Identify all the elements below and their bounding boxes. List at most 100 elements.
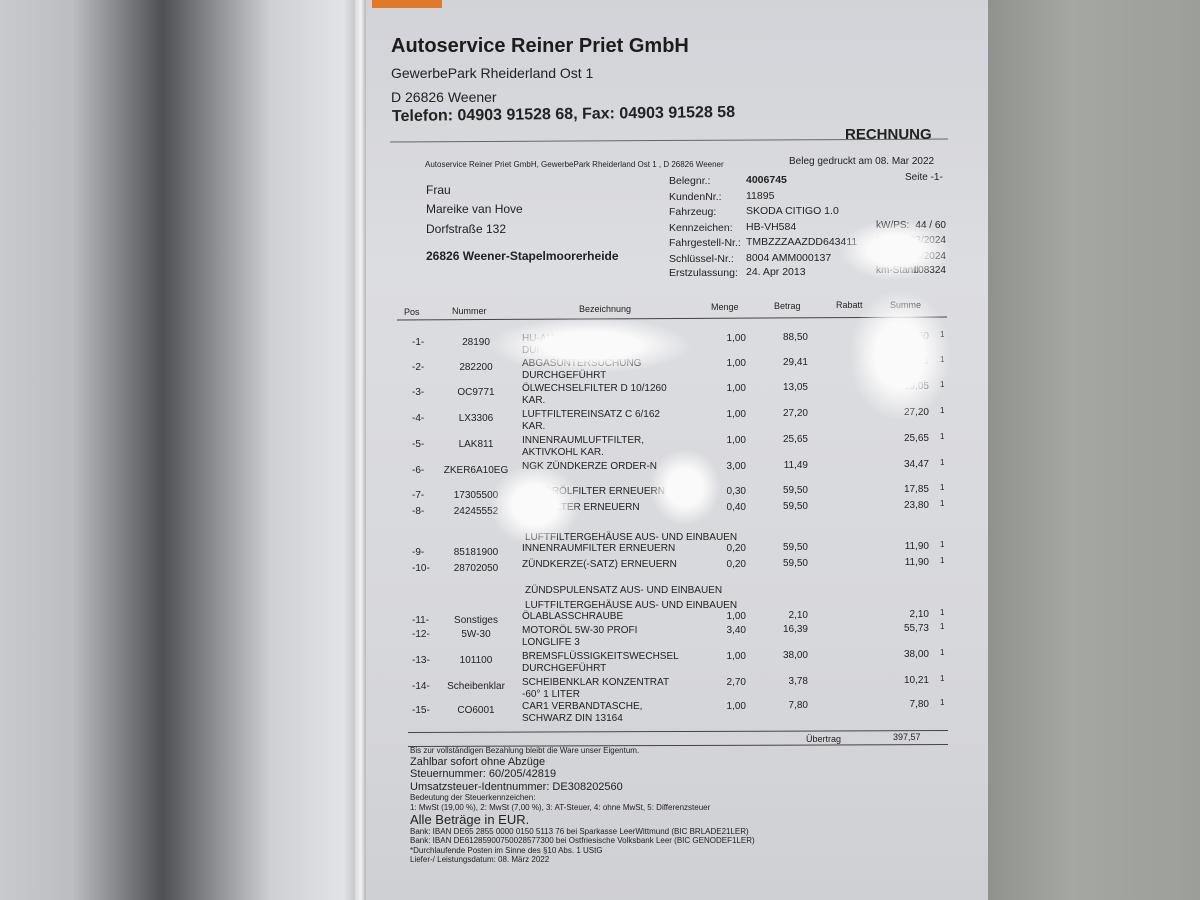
info-label: Fahrgestell-Nr.: — [669, 237, 741, 249]
col-nummer: Nummer — [452, 306, 487, 316]
item-quantity: 1,00 — [726, 701, 746, 712]
item-quantity: 1,00 — [726, 333, 746, 344]
item-description: -60° 1 LITER — [522, 689, 580, 700]
footer-line: Alle Beträge in EUR. — [410, 812, 530, 827]
item-number: 101100 — [459, 655, 493, 666]
item-number: ZKER6A10EG — [443, 465, 509, 476]
item-price: 88,50 — [782, 332, 808, 343]
carry-label: Übertrag — [806, 734, 842, 744]
item-tax-code: 1 — [940, 698, 945, 707]
company-city: D 26826 Weener — [391, 89, 497, 105]
item-total: 7,80 — [909, 699, 929, 710]
info-right-value: 03/2024 — [909, 235, 946, 246]
item-price: 11,49 — [783, 460, 808, 471]
item-total: 29,41 — [903, 356, 929, 367]
info-value: 11895 — [746, 190, 775, 202]
info-label: Schlüssel-Nr.: — [669, 253, 734, 265]
item-price: 2,10 — [788, 610, 808, 621]
item-total: 10,21 — [903, 675, 929, 686]
item-description: KAR. — [522, 421, 546, 432]
item-description: ABGASUNTERSUCHUNG — [522, 358, 642, 369]
recipient-street: Dorfstraße 132 — [426, 222, 507, 236]
info-value: 8004 AMM000137 — [746, 252, 832, 264]
item-pos: -1- — [412, 337, 425, 348]
item-total: 11,90 — [904, 541, 929, 552]
info-value: HB-VH584 — [746, 221, 797, 233]
sender-line: Autoservice Reiner Priet GmbH, GewerbePa… — [425, 160, 724, 169]
item-description: DURCHGEFÜHRT — [522, 345, 607, 356]
carry-value: 397,57 — [893, 732, 921, 742]
item-number: LX3306 — [458, 413, 494, 424]
item-tax-code: 1 — [940, 648, 945, 657]
info-right-label: HU — [876, 235, 891, 246]
footer-line: *Durchlaufende Posten im Sinne des §10 A… — [410, 845, 603, 855]
item-price: 59,50 — [782, 485, 808, 496]
item-pos: -14- — [412, 681, 430, 692]
col-pos: Pos — [404, 307, 420, 317]
item-quantity: 1,00 — [726, 611, 746, 622]
background-surface — [985, 0, 1200, 900]
item-total: 27,20 — [903, 407, 929, 418]
item-pos: -13- — [412, 655, 430, 666]
info-label: KundenNr.: — [669, 191, 722, 203]
document-type: RECHNUNG — [845, 126, 932, 143]
item-total: 2,10 — [909, 609, 929, 620]
item-pos: -15- — [412, 705, 430, 716]
item-number: CO6001 — [457, 705, 495, 716]
col-betrag: Betrag — [774, 301, 801, 311]
item-description: LONGLIFE 3 — [522, 637, 580, 648]
item-pos: -3- — [412, 387, 425, 398]
item-description: BREMSFLÜSSIGKEITSWECHSEL — [522, 651, 679, 662]
footer-line: Steuernummer: 60/205/42819 — [410, 768, 557, 780]
left-page-cover — [0, 0, 362, 900]
item-pos: -2- — [412, 362, 425, 373]
item-description: MOTORÖL 5W-30 PROFI — [522, 625, 638, 636]
item-price: 59,50 — [782, 501, 808, 512]
item-description: DURCHGEFÜHRT — [522, 370, 607, 381]
item-number: 17305500 — [453, 490, 499, 501]
item-number: LAK811 — [458, 439, 494, 450]
item-description: DURCHGEFÜHRT — [522, 663, 607, 674]
item-pos: -9- — [412, 547, 425, 558]
item-price: 27,20 — [782, 408, 808, 419]
item-price: 25,65 — [782, 434, 808, 445]
item-pos: -8- — [412, 506, 425, 517]
info-right-value: 44 / 60 — [915, 220, 946, 231]
col-summe: Summe — [890, 300, 922, 310]
item-price: 7,80 — [788, 700, 808, 711]
item-number: 24245552 — [453, 506, 499, 517]
col-bezeichnung: Bezeichnung — [579, 304, 632, 314]
item-pos: -5- — [412, 439, 425, 450]
item-description: INNENRAUMFILTER ERNEUERN — [522, 543, 676, 554]
item-note: LUFTFILTERGEHÄUSE AUS- UND EINBAUEN — [525, 532, 738, 543]
item-description: SCHWARZ DIN 13164 — [522, 713, 623, 724]
footer-line: Zahlbar sofort ohne Abzüge — [410, 755, 546, 768]
item-tax-code: 1 — [940, 483, 945, 492]
item-description: LUFTFILTER ERNEUERN — [522, 502, 640, 513]
footer-line: 1: MwSt (19,00 %), 2: MwSt (7,00 %), 3: … — [410, 802, 711, 812]
binder-spine — [355, 0, 367, 900]
item-description: AKTIVKOHL KAR. — [522, 447, 604, 458]
info-label: Fahrzeug: — [669, 206, 717, 218]
footer-line: Bank: IBAN DE65 2855 0000 0150 5113 76 b… — [410, 826, 749, 836]
item-description: NGK ZÜNDKERZE ORDER-N — [522, 461, 658, 472]
item-tax-code: 1 — [940, 406, 945, 415]
item-quantity: 1,00 — [726, 651, 746, 662]
item-description: SCHEIBENKLAR KONZENTRAT — [522, 677, 670, 688]
item-pos: -11- — [412, 615, 430, 626]
info-label: Belegnr.: — [669, 175, 711, 187]
item-description: INNENRAUMLUFTFILTER, — [522, 435, 645, 446]
item-tax-code: 1 — [940, 355, 945, 364]
company-street: GewerbePark Rheiderland Ost 1 — [391, 65, 594, 81]
item-description: CAR1 VERBANDTASCHE, — [522, 701, 643, 712]
item-number: Sonstiges — [454, 615, 498, 626]
item-quantity: 1,00 — [726, 409, 746, 420]
item-total: 13,05 — [903, 381, 929, 392]
item-tax-code: 1 — [940, 608, 945, 617]
item-tax-code: 1 — [940, 674, 945, 683]
item-quantity: 3,00 — [726, 461, 746, 472]
item-pos: -6- — [412, 465, 425, 476]
item-tax-code: 1 — [940, 432, 945, 441]
col-rabatt: Rabatt — [836, 300, 863, 310]
item-description: ZÜNDKERZE(-SATZ) ERNEUERN — [522, 559, 677, 570]
